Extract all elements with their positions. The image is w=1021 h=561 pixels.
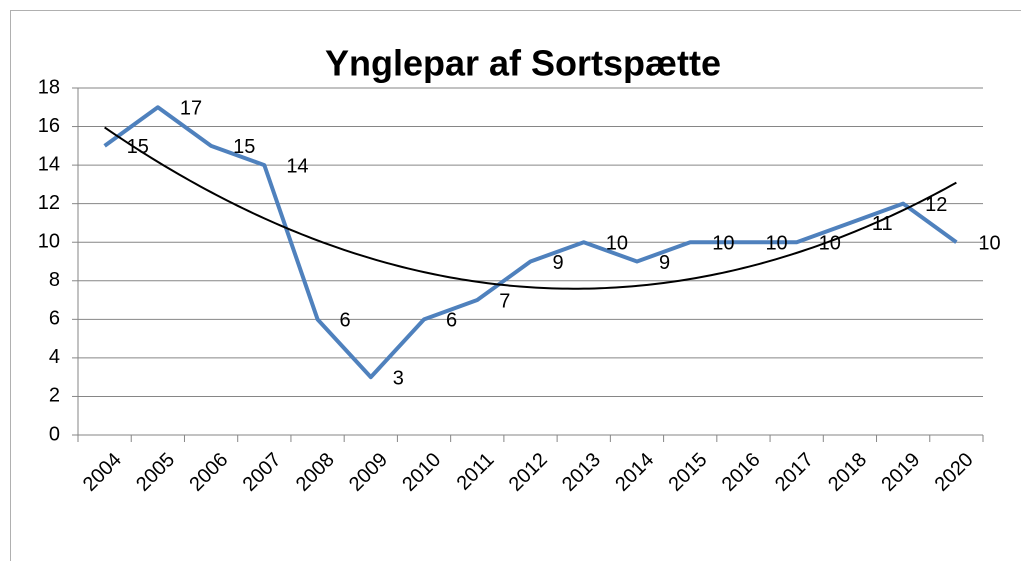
data-label: 10 xyxy=(712,233,734,255)
y-tick-label: 6 xyxy=(49,308,60,330)
y-tick-label: 18 xyxy=(38,76,60,98)
y-tick-label: 16 xyxy=(38,115,60,137)
y-tick-label: 12 xyxy=(38,192,60,214)
data-label: 7 xyxy=(499,290,510,312)
data-label: 14 xyxy=(286,155,308,177)
x-tick-label: 2016 xyxy=(718,449,765,496)
data-label: 9 xyxy=(659,252,670,274)
chart-border xyxy=(10,10,1021,561)
x-tick-label: 2013 xyxy=(558,449,605,496)
data-label: 10 xyxy=(819,233,841,255)
x-tick-label: 2014 xyxy=(611,449,658,496)
y-tick-label: 14 xyxy=(38,153,60,175)
x-tick-label: 2020 xyxy=(931,449,978,496)
x-tick-label: 2010 xyxy=(398,449,445,496)
y-tick-label: 4 xyxy=(49,346,60,368)
data-label: 15 xyxy=(127,136,149,158)
trendline xyxy=(104,126,957,290)
x-tick-label: 2009 xyxy=(345,449,392,496)
series-line xyxy=(103,105,958,380)
data-label: 15 xyxy=(233,136,255,158)
x-tick-label: 2018 xyxy=(824,449,871,496)
x-tick-label: 2004 xyxy=(79,449,126,496)
chart-title: Ynglepar af Sortspætte xyxy=(325,43,721,84)
data-label: 9 xyxy=(553,252,564,274)
data-label: 6 xyxy=(446,310,457,332)
data-label: 17 xyxy=(180,98,202,120)
x-tick-label: 2008 xyxy=(292,449,339,496)
x-tick-label: 2015 xyxy=(664,449,711,496)
x-tick-label: 2017 xyxy=(771,449,818,496)
y-tick-label: 8 xyxy=(49,269,60,291)
x-tick-label: 2012 xyxy=(505,449,552,496)
data-label: 10 xyxy=(606,233,628,255)
x-tick-label: 2005 xyxy=(132,449,179,496)
x-tick-label: 2011 xyxy=(453,449,499,495)
y-tick-label: 2 xyxy=(49,385,60,407)
data-label: 6 xyxy=(340,310,351,332)
x-tick-label: 2006 xyxy=(185,449,232,496)
data-label: 10 xyxy=(978,233,1000,255)
data-label: 11 xyxy=(872,213,893,235)
data-label: 12 xyxy=(925,194,947,216)
x-tick-label: 2007 xyxy=(239,449,286,496)
y-tick-label: 10 xyxy=(38,231,60,253)
x-tick-label: 2019 xyxy=(877,449,924,496)
data-label: 10 xyxy=(765,233,787,255)
data-label: 3 xyxy=(393,367,404,389)
y-tick-label: 0 xyxy=(49,423,60,445)
